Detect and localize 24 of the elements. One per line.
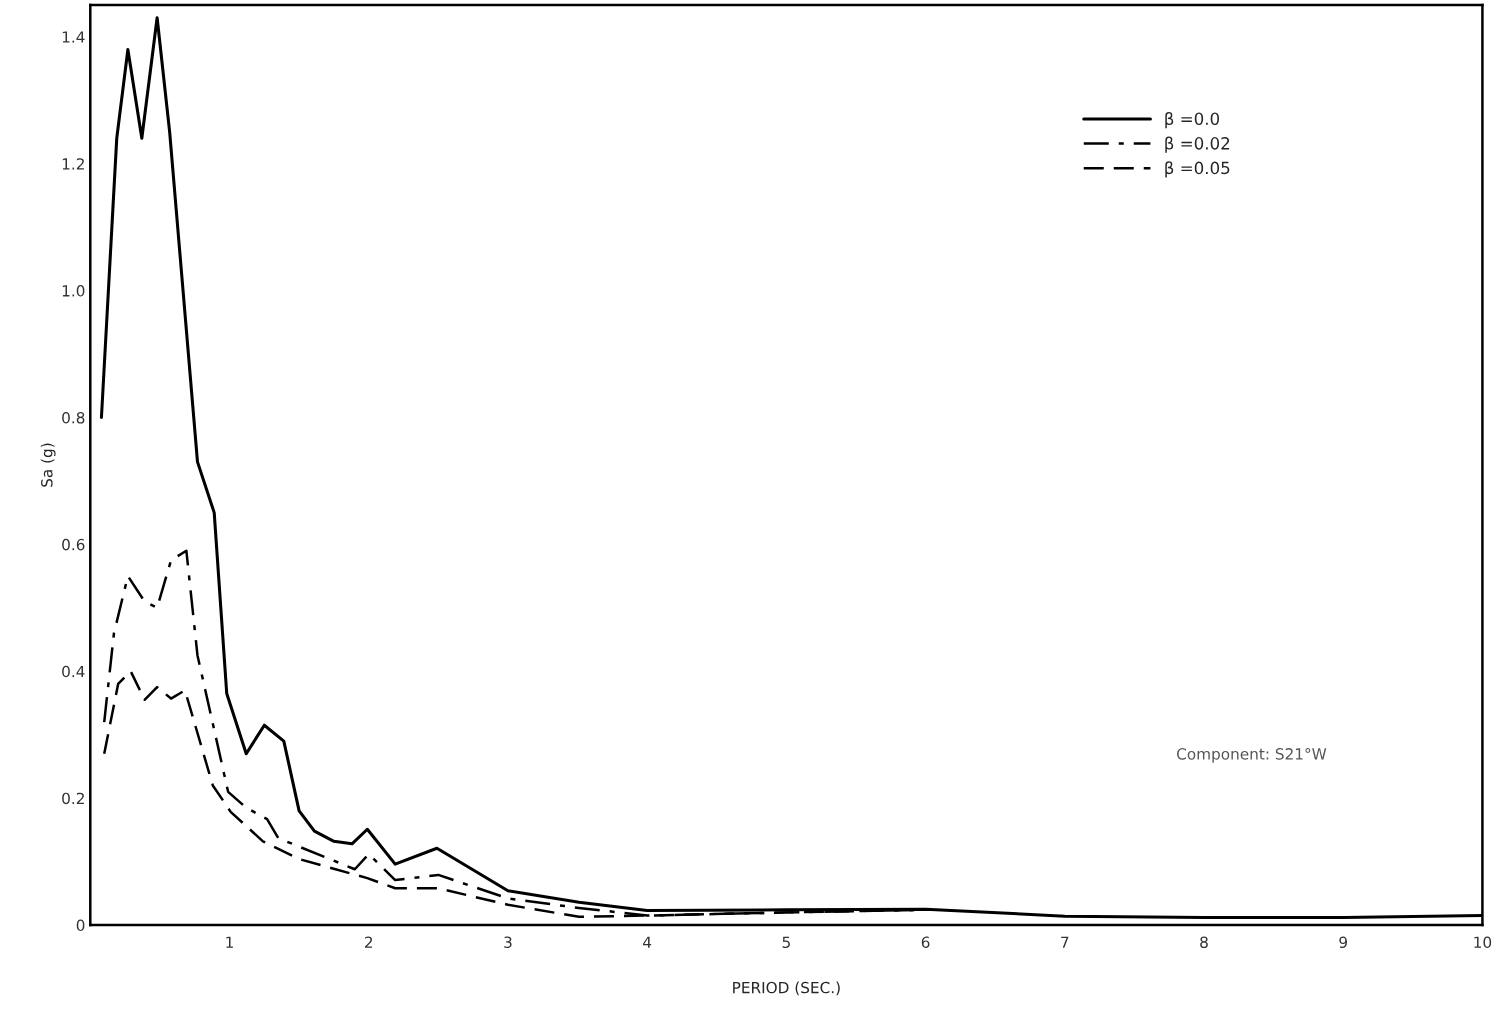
y-tick-label: 1.4 (62, 31, 85, 43)
legend-label: β =0.02 (1165, 136, 1230, 153)
y-tick-label: 0.2 (62, 792, 84, 805)
y-tick-label: 1.0 (62, 285, 85, 297)
y-tick-label: 0.8 (62, 411, 85, 424)
x-tick-label: 1 (226, 936, 233, 948)
y-tick-label: 0.6 (62, 538, 85, 551)
legend-label: β =0.05 (1165, 161, 1230, 178)
x-tick-label: 2 (364, 936, 373, 948)
x-tick-label: 10 (1474, 936, 1492, 948)
x-axis-title: PERIOD (SEC.) (733, 981, 840, 996)
x-tick-label: 6 (921, 936, 930, 948)
legend-label: β =0.0 (1165, 112, 1220, 129)
x-tick-label: 3 (504, 936, 512, 948)
y-axis-title: Sa (g) (40, 443, 56, 487)
x-tick-label: 5 (782, 936, 790, 948)
annotation: Component: S21°W (1177, 748, 1327, 763)
y-tick-label: 1.2 (62, 158, 84, 170)
x-tick-label: 9 (1339, 936, 1347, 948)
x-tick-label: 7 (1061, 936, 1069, 948)
y-tick-label: 0.4 (62, 665, 85, 678)
x-tick-label: 4 (643, 936, 652, 948)
x-tick-label: 8 (1200, 936, 1208, 948)
y-tick-label: 0 (76, 919, 85, 932)
